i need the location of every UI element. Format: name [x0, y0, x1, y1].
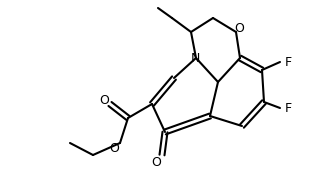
Text: N: N — [190, 51, 200, 65]
Text: O: O — [99, 94, 109, 108]
Text: O: O — [234, 22, 244, 36]
Text: F: F — [284, 102, 291, 114]
Text: O: O — [151, 156, 161, 170]
Text: F: F — [284, 55, 291, 69]
Text: O: O — [109, 142, 119, 155]
